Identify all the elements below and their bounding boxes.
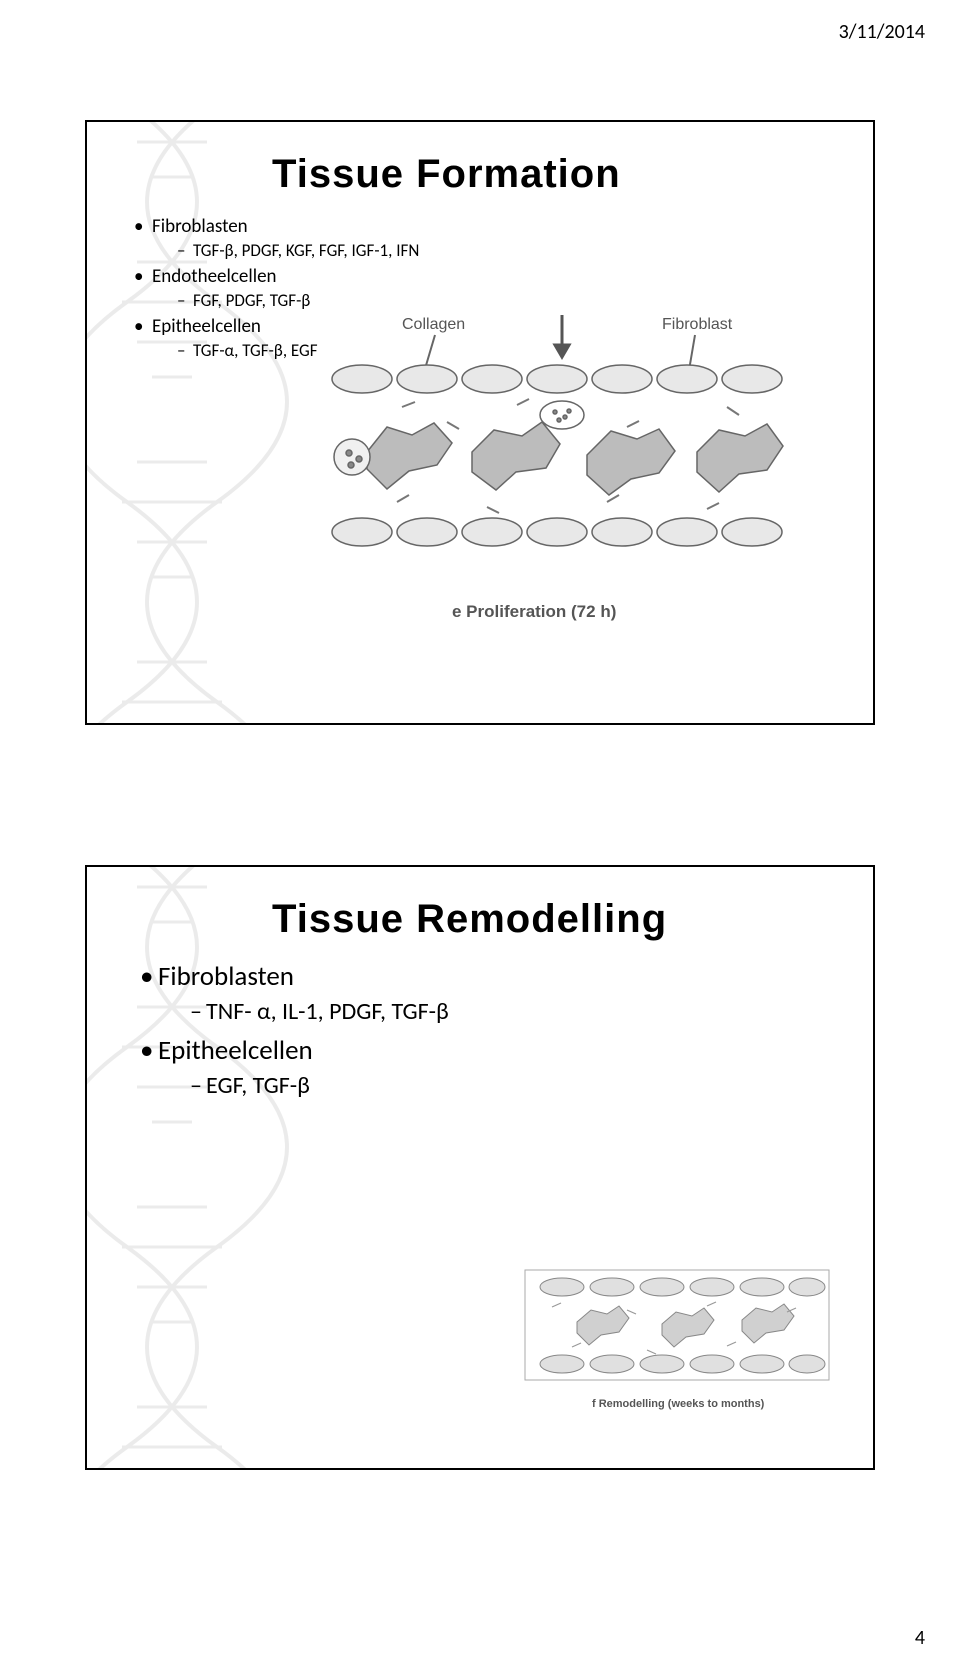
bullet-sub-label: TNF- α, IL-1, PDGF, TGF-β bbox=[206, 997, 449, 1026]
bullet-label: Fibroblasten bbox=[152, 215, 248, 238]
proliferation-diagram: Collagen Fibroblast bbox=[307, 307, 812, 697]
diagram-caption: f Remodelling (weeks to months) bbox=[592, 1398, 765, 1410]
remodelling-diagram: f Remodelling (weeks to months) bbox=[517, 1262, 837, 1442]
slide-title: Tissue Remodelling bbox=[272, 897, 838, 942]
bullet-label: Epitheelcellen bbox=[152, 315, 261, 338]
bullet-fibroblasten-sub: –TNF- α, IL-1, PDGF, TGF-β bbox=[190, 997, 838, 1026]
bullet-label: Endotheelcellen bbox=[152, 265, 277, 288]
bullet-epitheelcellen: •Epitheelcellen bbox=[134, 315, 838, 338]
bullet-epitheelcellen-sub: –TGF-α, TGF-β, EGF bbox=[177, 340, 838, 361]
slide-tissue-formation: Tissue Formation •Fibroblasten –TGF-β, P… bbox=[85, 120, 875, 725]
bullet-label: Fibroblasten bbox=[158, 960, 294, 993]
slide-title: Tissue Formation bbox=[272, 152, 838, 197]
bullet-label: Epitheelcellen bbox=[158, 1034, 313, 1067]
page-date: 3/11/2014 bbox=[839, 20, 925, 44]
slide-tissue-remodelling: Tissue Remodelling •Fibroblasten –TNF- α… bbox=[85, 865, 875, 1470]
bullet-fibroblasten: •Fibroblasten bbox=[134, 215, 838, 238]
bullet-sub-label: TGF-α, TGF-β, EGF bbox=[193, 340, 318, 361]
diagram-caption: e Proliferation (72 h) bbox=[452, 602, 616, 621]
bullet-epitheelcellen: •Epitheelcellen bbox=[140, 1034, 838, 1067]
bullet-sub-label: FGF, PDGF, TGF-β bbox=[193, 290, 310, 311]
bullet-sub-label: TGF-β, PDGF, KGF, FGF, IGF-1, IFN bbox=[193, 240, 419, 261]
bullet-endotheelcellen: •Endotheelcellen bbox=[134, 265, 838, 288]
bullet-sub-label: EGF, TGF-β bbox=[206, 1071, 310, 1100]
bullet-fibroblasten: •Fibroblasten bbox=[140, 960, 838, 993]
page-number: 4 bbox=[915, 1626, 925, 1650]
bullet-fibroblasten-sub: –TGF-β, PDGF, KGF, FGF, IGF-1, IFN bbox=[177, 240, 838, 261]
bullet-epitheelcellen-sub: –EGF, TGF-β bbox=[190, 1071, 838, 1100]
bullet-endotheelcellen-sub: –FGF, PDGF, TGF-β bbox=[177, 290, 838, 311]
